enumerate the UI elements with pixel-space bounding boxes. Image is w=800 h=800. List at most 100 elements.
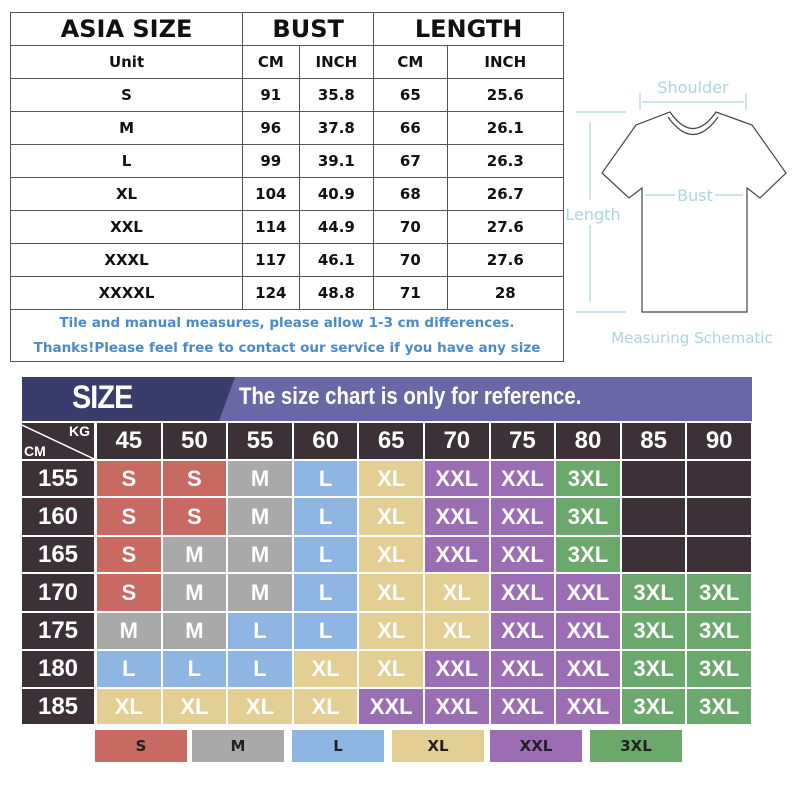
header-bust: BUST [242,12,375,46]
size-cell [621,461,686,496]
weight-header-90: 90 [687,423,751,459]
measurement-cell: 48.8 [298,276,375,310]
size-cell: M [97,613,161,649]
measurement-cell: 104 [242,177,300,211]
height-header-165: 165 [22,537,94,572]
measurement-cell: 66 [373,111,448,145]
size-cell: 3XL [621,689,686,724]
measurement-cell: 26.1 [446,111,565,145]
legend-item-XXL: XXL [490,730,582,762]
note-tolerance: Tile and manual measures, please allow 1… [10,309,564,336]
legend-item-XL: XL [392,730,484,762]
size-label-cell: XXL [9,210,244,244]
size-cell: 3XL [621,574,686,611]
measurement-cell: 99 [242,144,300,178]
table-row: XL 104 40.9 68 26.7 [9,177,565,211]
header-length: LENGTH [373,12,564,46]
legend-item-S: S [95,730,187,762]
size-cell: M [228,574,292,611]
measurement-cell: 46.1 [298,243,375,277]
measurement-cell: 26.7 [446,177,565,211]
measurement-cell: 67 [373,144,448,178]
size-cell [621,498,686,535]
weight-header-75: 75 [490,423,555,459]
size-cell: XL [97,689,161,724]
size-cell: 3XL [556,537,620,572]
measurement-cell: 25.6 [446,78,565,112]
tshirt-icon [601,111,787,313]
weight-header-50: 50 [162,423,227,459]
size-cell: XXL [425,689,489,724]
size-cell: L [293,461,358,496]
size-cell [621,537,686,572]
size-cell: XXL [425,651,489,687]
size-cell: XL [359,574,423,611]
size-cell: S [97,461,161,496]
height-header-180: 180 [22,651,94,687]
size-cell: L [293,613,358,649]
table-row: M 96 37.8 66 26.1 [9,111,565,145]
size-cell: XL [293,689,358,724]
length-label: Length [565,205,620,224]
size-cell: 3XL [556,461,620,496]
size-cell: XXL [490,461,555,496]
height-header-185: 185 [22,689,94,724]
size-cell: L [162,651,227,687]
size-cell: L [293,574,358,611]
table-row: XXXXL 124 48.8 71 28 [9,276,565,310]
size-cell: 3XL [621,613,686,649]
measurement-cell: 65 [373,78,448,112]
size-cell: XL [359,498,423,535]
size-cell: XXL [425,537,489,572]
tshirt-measuring-schematic: Shoulder Bust Length Measuring Schematic [565,78,787,347]
corner-cm-label: CM [24,443,46,459]
size-cell: M [162,613,227,649]
size-measurement-table: ASIA SIZE BUST LENGTH Unit CM INCH CM INCH S… [9,12,565,362]
measurement-cell: 68 [373,177,448,211]
size-cell: XXL [490,574,555,611]
size-cell: S [162,461,227,496]
size-cell: XXL [556,651,620,687]
size-cell: XL [293,651,358,687]
size-cell: XXL [556,689,620,724]
table-row: XXL 114 44.9 70 27.6 [9,210,565,244]
shoulder-label: Shoulder [657,78,729,97]
header-asia-size: ASIA SIZE [9,12,244,46]
size-cell: XXL [425,461,489,496]
size-cell: XL [359,537,423,572]
corner-kg-label: KG [69,423,90,439]
size-cell: S [97,498,161,535]
subheader-cell: INCH [298,45,375,79]
size-cell: XXL [490,651,555,687]
height-header-170: 170 [22,574,94,611]
size-cell: XL [359,461,423,496]
weight-header-55: 55 [228,423,292,459]
table-row: L 99 39.1 67 26.3 [9,144,565,178]
measurement-cell: 40.9 [298,177,375,211]
measurement-cell: 91 [242,78,300,112]
measurement-cell: 28 [446,276,565,310]
weight-header-45: 45 [97,423,161,459]
size-cell [687,461,751,496]
size-cell: XXL [556,613,620,649]
size-cell: 3XL [687,651,751,687]
weight-header-85: 85 [621,423,686,459]
height-weight-size-chart: SIZE The size chart is only for referenc… [22,377,752,725]
measurement-cell: 70 [373,243,448,277]
size-cell: M [162,537,227,572]
weight-header-70: 70 [425,423,489,459]
size-cell: 3XL [687,689,751,724]
measurement-cell: 70 [373,210,448,244]
size-chart-banner: SIZE The size chart is only for referenc… [22,377,752,421]
size-cell: S [97,537,161,572]
size-cell: 3XL [687,574,751,611]
measurement-cell: 124 [242,276,300,310]
size-label-cell: M [9,111,244,145]
size-cell: XXL [490,498,555,535]
measurement-cell: 96 [242,111,300,145]
table-row: XXXL 117 46.1 70 27.6 [9,243,565,277]
size-cell: S [97,574,161,611]
measurement-cell: 44.9 [298,210,375,244]
measurement-cell: 26.3 [446,144,565,178]
measurement-cell: 39.1 [298,144,375,178]
